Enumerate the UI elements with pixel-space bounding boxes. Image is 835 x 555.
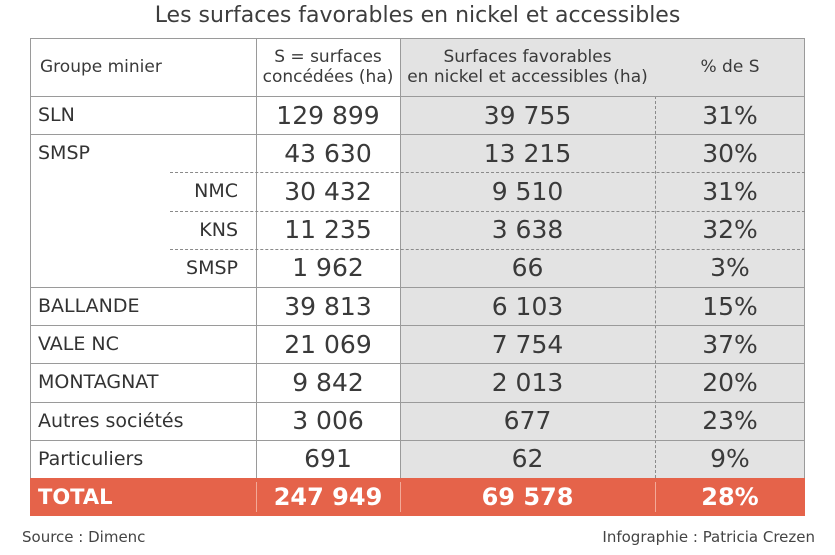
header-surfaces-line2: concédées (ha) xyxy=(262,67,394,87)
row-name: Particuliers xyxy=(38,447,144,470)
total-percent: 28% xyxy=(701,483,759,511)
shaded-columns-bg xyxy=(400,38,805,478)
row-favorable: 3 638 xyxy=(491,215,564,245)
row-name: SMSP xyxy=(38,142,90,165)
row-favorable: 2 013 xyxy=(491,367,564,397)
row-percent: 9% xyxy=(710,444,750,474)
row-percent: 30% xyxy=(702,138,758,168)
total-row: TOTAL 247 949 69 578 28% xyxy=(30,478,805,516)
total-divider xyxy=(256,482,257,512)
source-note: Source : Dimenc xyxy=(22,528,146,546)
row-name: VALE NC xyxy=(38,333,119,356)
row-surfaces: 11 235 xyxy=(284,215,372,245)
total-divider xyxy=(400,482,401,512)
row-surfaces: 21 069 xyxy=(284,329,372,359)
total-divider xyxy=(655,482,656,512)
row-divider xyxy=(30,439,805,441)
row-favorable: 39 755 xyxy=(483,100,572,130)
row-favorable: 66 xyxy=(511,253,544,283)
row-name: SLN xyxy=(38,104,75,127)
row-percent: 37% xyxy=(702,329,758,359)
subgroup-indent xyxy=(170,172,171,287)
row-name: MONTAGNAT xyxy=(38,371,159,394)
row-surfaces: 30 432 xyxy=(284,176,372,206)
row-percent: 31% xyxy=(702,100,758,130)
column-divider xyxy=(400,38,401,480)
row-name: NMC xyxy=(194,180,238,203)
header-favorable-line2: en nickel et accessibles (ha) xyxy=(407,67,648,87)
row-surfaces: 691 xyxy=(304,444,352,474)
row-name: Autres sociétés xyxy=(38,409,184,432)
row-name: KNS xyxy=(199,218,238,241)
header-percent: % de S xyxy=(700,57,760,77)
header-surfaces-line1: S = surfaces xyxy=(274,47,382,67)
header-favorable-line1: Surfaces favorables xyxy=(443,47,612,67)
row-surfaces: 129 899 xyxy=(276,100,380,130)
row-favorable: 13 215 xyxy=(483,138,572,168)
row-surfaces: 1 962 xyxy=(292,253,364,283)
row-name: BALLANDE xyxy=(38,295,140,318)
row-divider xyxy=(30,134,805,136)
row-percent: 3% xyxy=(710,253,750,283)
row-percent: 32% xyxy=(702,215,758,245)
column-divider xyxy=(256,38,257,480)
row-divider xyxy=(170,210,805,212)
row-divider xyxy=(30,287,805,288)
row-favorable: 6 103 xyxy=(491,291,564,321)
header-favorable: Surfaces favorables en nickel et accessi… xyxy=(400,38,655,96)
header-surfaces: S = surfaces concédées (ha) xyxy=(256,38,400,96)
row-surfaces: 9 842 xyxy=(292,367,364,397)
row-divider xyxy=(30,363,805,365)
header-divider xyxy=(30,96,805,97)
row-divider xyxy=(170,248,805,250)
row-divider xyxy=(170,172,805,174)
total-favorable: 69 578 xyxy=(481,483,574,511)
row-surfaces: 43 630 xyxy=(284,138,372,168)
row-favorable: 7 754 xyxy=(491,329,564,359)
row-divider xyxy=(30,325,805,327)
row-percent: 31% xyxy=(702,176,758,206)
row-favorable: 62 xyxy=(511,444,544,474)
row-name: SMSP xyxy=(186,256,238,279)
row-percent: 15% xyxy=(702,291,758,321)
row-surfaces: 39 813 xyxy=(284,291,372,321)
row-favorable: 9 510 xyxy=(491,176,564,206)
row-surfaces: 3 006 xyxy=(292,406,364,436)
row-percent: 23% xyxy=(702,406,758,436)
credit-note: Infographie : Patricia Crezen xyxy=(602,528,815,546)
data-table: Groupe minier S = surfaces concédées (ha… xyxy=(30,38,805,516)
row-percent: 20% xyxy=(702,367,758,397)
header-group: Groupe minier xyxy=(40,57,162,77)
row-divider xyxy=(30,401,805,403)
total-surfaces: 247 949 xyxy=(273,483,383,511)
row-favorable: 677 xyxy=(503,406,552,436)
table-title: Les surfaces favorables en nickel et acc… xyxy=(154,3,681,28)
total-label: TOTAL xyxy=(38,485,113,509)
